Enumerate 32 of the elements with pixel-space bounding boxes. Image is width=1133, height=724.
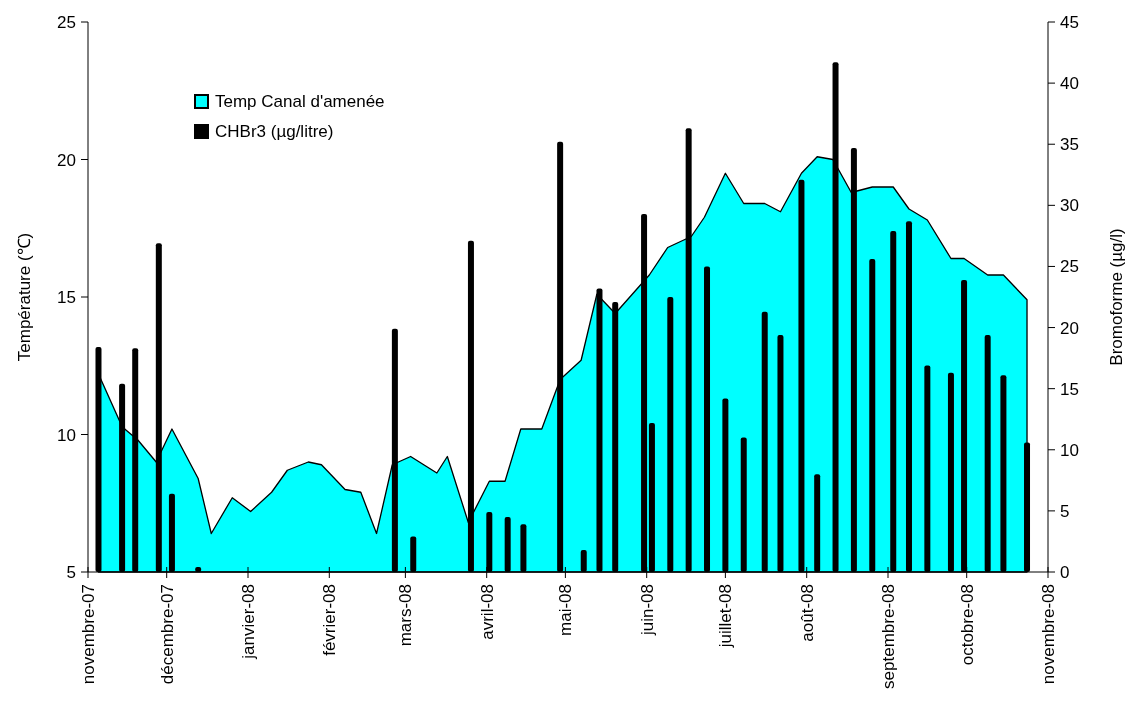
y-tick-label: 25	[57, 13, 76, 32]
x-tick-label: février-08	[320, 584, 340, 656]
x-tick-label: mars-08	[396, 584, 416, 647]
x-tick-label: janvier-08	[239, 584, 258, 660]
x-tick-label: août-08	[797, 584, 817, 642]
y2-tick-label: 20	[1060, 318, 1079, 338]
y-axis-title: Température (℃)	[15, 232, 34, 362]
y-tick-label: 5	[66, 563, 76, 582]
y2-tick-label: 25	[1060, 257, 1079, 277]
legend-label: CHBr3 (µg/litre)	[215, 122, 334, 141]
y-tick-label: 10	[57, 425, 76, 445]
x-tick-label: décembre-07	[157, 584, 177, 685]
y2-tick-label: 40	[1060, 74, 1079, 94]
y2-tick-label: 35	[1060, 135, 1079, 155]
y-tick-label: 20	[57, 150, 76, 170]
y2-tick-label: 15	[1060, 379, 1079, 399]
y2-tick-label: 0	[1060, 563, 1070, 582]
y2-tick-label: 10	[1060, 440, 1079, 460]
y2-axis-title: Bromoforme (µg/l)	[1107, 228, 1126, 366]
x-tick-label: juin-08	[637, 584, 657, 637]
y2-tick-label: 5	[1060, 501, 1070, 521]
x-tick-label: avril-08	[477, 584, 497, 640]
x-tick-label: mai-08	[556, 584, 576, 636]
y-tick-label: 15	[57, 288, 76, 307]
y2-tick-label: 45	[1060, 13, 1079, 32]
x-tick-label: septembre-08	[879, 584, 898, 689]
legend-label: Temp Canal d'amenée	[215, 92, 385, 111]
x-tick-label: juillet-08	[716, 584, 736, 649]
x-tick-label: novembre-07	[79, 584, 98, 685]
y2-tick-label: 30	[1060, 196, 1079, 216]
x-tick-label: octobre-08	[957, 584, 977, 666]
x-tick-label: novembre-08	[1039, 584, 1058, 685]
